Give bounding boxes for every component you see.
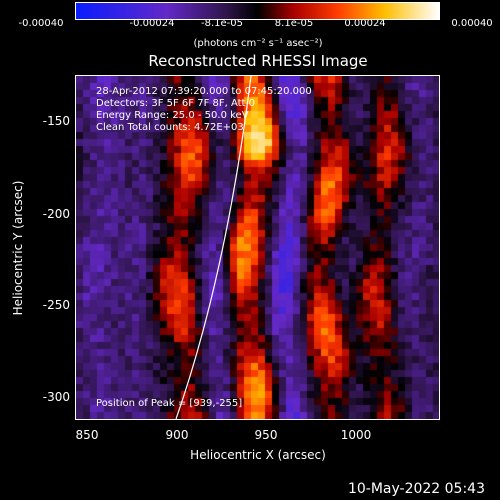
colorbar-tick-label: 0.00040	[451, 18, 493, 29]
peak-position-label: Position of Peak = [939,-255]	[96, 398, 243, 409]
colorbar-tick-label: -8.1e-05	[201, 18, 243, 29]
x-tick-label: 950	[254, 428, 278, 442]
x-tick-label: 900	[165, 428, 189, 442]
info-detectors: Detectors: 3F 5F 6F 7F 8F, Att 0	[96, 98, 256, 109]
y-tick-label: -250	[42, 298, 70, 312]
plot-title: Reconstructed RHESSI Image	[148, 52, 368, 70]
colorbar-tick-label: 0.00024	[344, 18, 386, 29]
info-time-range: 28-Apr-2012 07:39:20.000 to 07:45:20.000	[96, 86, 312, 97]
colorbar	[75, 2, 440, 20]
info-clean-counts: Clean Total counts: 4.72E+03	[96, 122, 244, 133]
heatmap-image	[76, 76, 439, 419]
info-energy-range: Energy Range: 25.0 - 50.0 keV	[96, 110, 249, 121]
y-axis-label: Heliocentric Y (arcsec)	[11, 180, 25, 316]
x-tick-label: 850	[75, 428, 99, 442]
colorbar-unit: (photons cm⁻² s⁻¹ asec⁻²)	[193, 38, 323, 49]
y-tick-label: -150	[42, 114, 70, 128]
image-plot: 28-Apr-2012 07:39:20.000 to 07:45:20.000…	[75, 75, 440, 420]
solar-limb-line	[175, 76, 252, 419]
colorbar-tick-label: -0.00040	[18, 18, 64, 29]
x-tick-label: 1000	[340, 428, 372, 442]
colorbar-tick-label: 8.1e-05	[274, 18, 314, 29]
y-tick-label: -200	[42, 207, 70, 221]
x-axis-label: Heliocentric X (arcsec)	[190, 448, 326, 462]
colorbar-tick-label: -0.00024	[129, 18, 175, 29]
y-tick-label: -300	[42, 390, 70, 404]
footer-timestamp: 10-May-2022 05:43	[347, 481, 485, 497]
